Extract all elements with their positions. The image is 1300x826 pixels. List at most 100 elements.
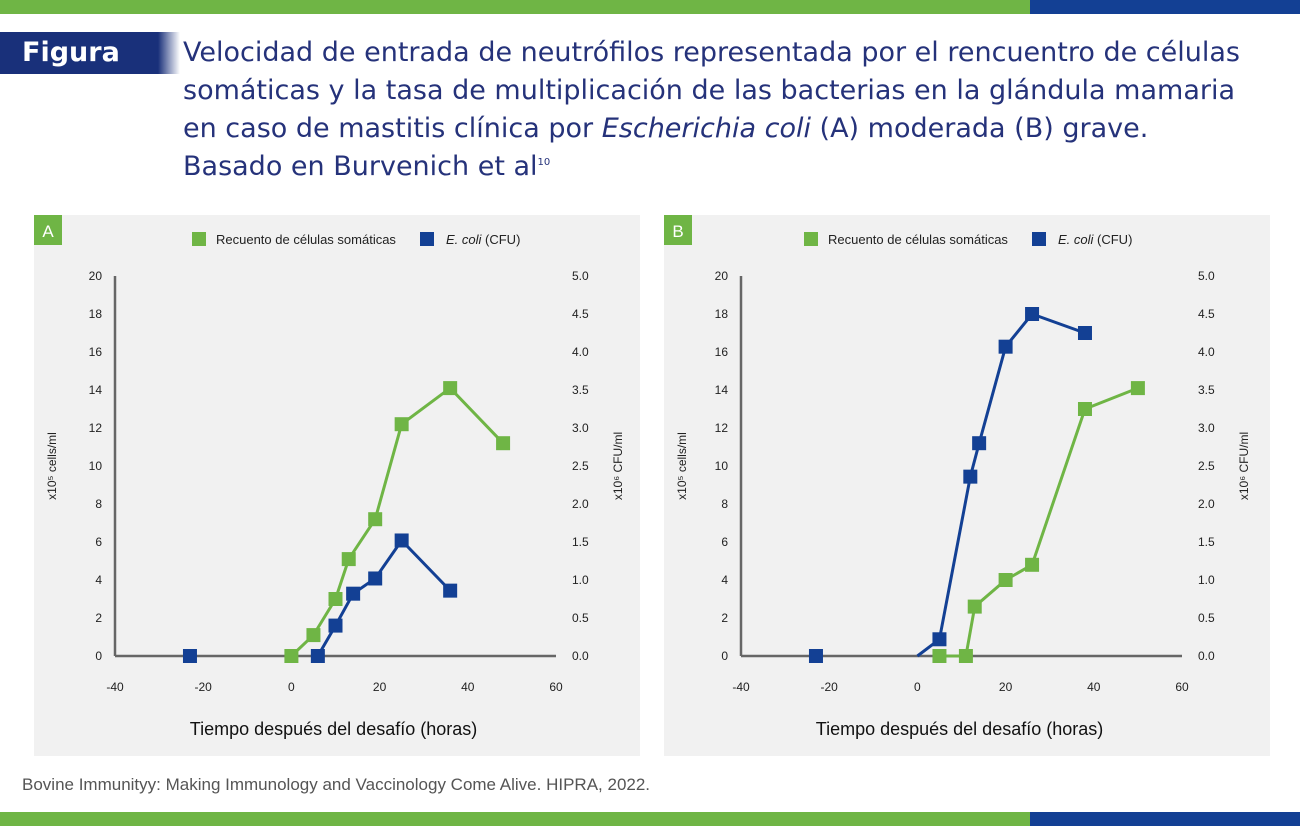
chart-a-point-ecoli [346, 586, 361, 601]
chart-b-point-ecoli [808, 649, 823, 663]
title-reference: 10 [537, 157, 551, 168]
chart-b-point-scc [998, 573, 1013, 587]
bottom-color-bar [0, 812, 1300, 826]
chart-b-y-tick-left: 4 [721, 573, 728, 587]
chart-b-y-tick-right: 0.5 [1198, 611, 1215, 625]
chart-a-y-tick-left: 16 [89, 345, 103, 359]
chart-a-x-tick: -20 [195, 680, 213, 694]
chart-a-x-tick: 60 [549, 680, 563, 694]
chart-a-y-tick-right: 2.5 [572, 459, 589, 473]
chart-b-y-tick-right: 3.5 [1198, 383, 1215, 397]
chart-a-point-ecoli [310, 649, 325, 663]
chart-a-x-tick: 0 [288, 680, 295, 694]
chart-a-y-tick-left: 20 [89, 269, 103, 283]
top-color-bar [0, 0, 1300, 14]
chart-b-point-scc [1077, 402, 1092, 416]
chart-b-y-tick-left: 8 [721, 497, 728, 511]
chart-b-point-ecoli [932, 632, 947, 647]
chart-a-x-tick: 20 [373, 680, 387, 694]
chart-b-y-tick-left: 18 [715, 307, 729, 321]
chart-a-y-tick-left: 18 [89, 307, 103, 321]
chart-a-legend-swatch-scc [192, 232, 206, 246]
chart-a-point-scc [306, 628, 321, 643]
chart-a-y-tick-right: 5.0 [572, 269, 589, 283]
chart-a-y-tick-right: 1.5 [572, 535, 589, 549]
chart-a-y-tick-right: 3.0 [572, 421, 589, 435]
chart-a-y-tick-right: 3.5 [572, 383, 589, 397]
chart-a-point-ecoli [328, 618, 343, 633]
chart-panel-a: A Recuento de células somáticas E. coli (C… [34, 215, 640, 756]
chart-b-y-tick-left: 14 [715, 383, 729, 397]
title-line-3-suffix: (A) moderada (B) grave. [810, 113, 1149, 144]
chart-a-y-tick-right: 0.5 [572, 611, 589, 625]
chart-a-point-ecoli [443, 583, 458, 598]
chart-b-point-scc [1025, 557, 1040, 572]
chart-b-point-scc [1130, 381, 1145, 396]
chart-b-x-tick: 0 [914, 680, 921, 694]
chart-a-point-ecoli [368, 571, 383, 586]
chart-b-xlabel: Tiempo después del desafío (horas) [816, 719, 1104, 739]
title-line-4-text: Basado en Burvenich et al [183, 151, 538, 182]
chart-b-y-tick-left: 16 [715, 345, 729, 359]
chart-b-svg: B Recuento de células somáticas E. coli (C… [664, 215, 1251, 739]
chart-a-legend-scc: Recuento de células somáticas [216, 232, 396, 247]
title-species: Escherichia coli [601, 113, 811, 144]
chart-b-y-tick-right: 1.0 [1198, 573, 1215, 587]
chart-a-point-scc [328, 592, 343, 606]
chart-a-y-tick-left: 6 [95, 535, 102, 549]
chart-b-legend-scc: Recuento de células somáticas [828, 232, 1008, 247]
chart-b-ylabel-right: x10⁶ CFU/ml [1237, 432, 1251, 500]
chart-a-y-tick-left: 2 [95, 611, 102, 625]
chart-a-y-tick-left: 8 [95, 497, 102, 511]
source-citation: Bovine Immunityy: Making Immunology and … [22, 775, 651, 794]
chart-a-x-tick: -40 [106, 680, 124, 694]
chart-a-point-scc [496, 436, 511, 451]
chart-a-xlabel: Tiempo después del desafío (horas) [190, 719, 478, 739]
chart-b-panel-label-box [664, 215, 692, 245]
chart-a-point-scc [443, 381, 458, 396]
title-line-3: en caso de mastitis clínica por Escheric… [183, 110, 1263, 148]
chart-b-point-scc [932, 649, 947, 663]
chart-b-line-scc [939, 386, 1139, 658]
chart-panel-b: B Recuento de células somáticas E. coli (C… [664, 215, 1270, 756]
chart-a-point-scc [368, 512, 383, 527]
chart-a-y-tick-left: 4 [95, 573, 102, 587]
chart-a-point-scc [394, 417, 409, 432]
title-line-4: Basado en Burvenich et al10 [183, 148, 1263, 186]
title-line-1: Velocidad de entrada de neutrófilos repr… [183, 37, 1240, 68]
figure-title: Velocidad de entrada de neutrófilos repr… [183, 34, 1263, 186]
chart-a-y-tick-right: 4.5 [572, 307, 589, 321]
chart-b-y-tick-right: 4.0 [1198, 345, 1215, 359]
chart-b-point-scc [958, 649, 973, 663]
title-line-3-prefix: en caso de mastitis clínica por [183, 113, 602, 144]
chart-b-point-scc [967, 599, 982, 614]
chart-b-y-tick-right: 0.0 [1198, 649, 1215, 663]
chart-b-legend-ecoli: E. coli (CFU) [1058, 232, 1132, 247]
chart-a-ylabel-left: x10⁵ cells/ml [45, 432, 59, 500]
chart-a-ylabel-right: x10⁶ CFU/ml [611, 432, 625, 500]
chart-a-panel-label-box [34, 215, 62, 245]
chart-a-y-tick-right: 4.0 [572, 345, 589, 359]
chart-b-point-ecoli [1025, 307, 1040, 321]
chart-b-point-ecoli [972, 436, 987, 451]
chart-b-point-ecoli [1077, 326, 1092, 340]
chart-a-point-ecoli [182, 649, 197, 663]
chart-a-x-tick: 40 [461, 680, 475, 694]
chart-b-y-tick-left: 20 [715, 269, 729, 283]
chart-a-y-tick-left: 14 [89, 383, 103, 397]
chart-a-point-ecoli [394, 533, 409, 548]
chart-a-y-tick-right: 1.0 [572, 573, 589, 587]
chart-b-legend-swatch-ecoli [1032, 232, 1046, 246]
chart-b-y-tick-right: 4.5 [1198, 307, 1215, 321]
chart-b-x-tick: 40 [1087, 680, 1101, 694]
chart-b-x-tick: 20 [999, 680, 1013, 694]
chart-b-y-tick-left: 12 [715, 421, 729, 435]
figure-label-fade [158, 32, 180, 74]
chart-b-ylabel-left: x10⁵ cells/ml [675, 432, 689, 500]
chart-b-y-tick-right: 2.0 [1198, 497, 1215, 511]
chart-b-x-tick: 60 [1175, 680, 1189, 694]
chart-a-y-tick-right: 0.0 [572, 649, 589, 663]
chart-a-point-scc [284, 649, 299, 663]
chart-b-legend-swatch-scc [804, 232, 818, 246]
chart-a-legend-swatch-ecoli [420, 232, 434, 246]
